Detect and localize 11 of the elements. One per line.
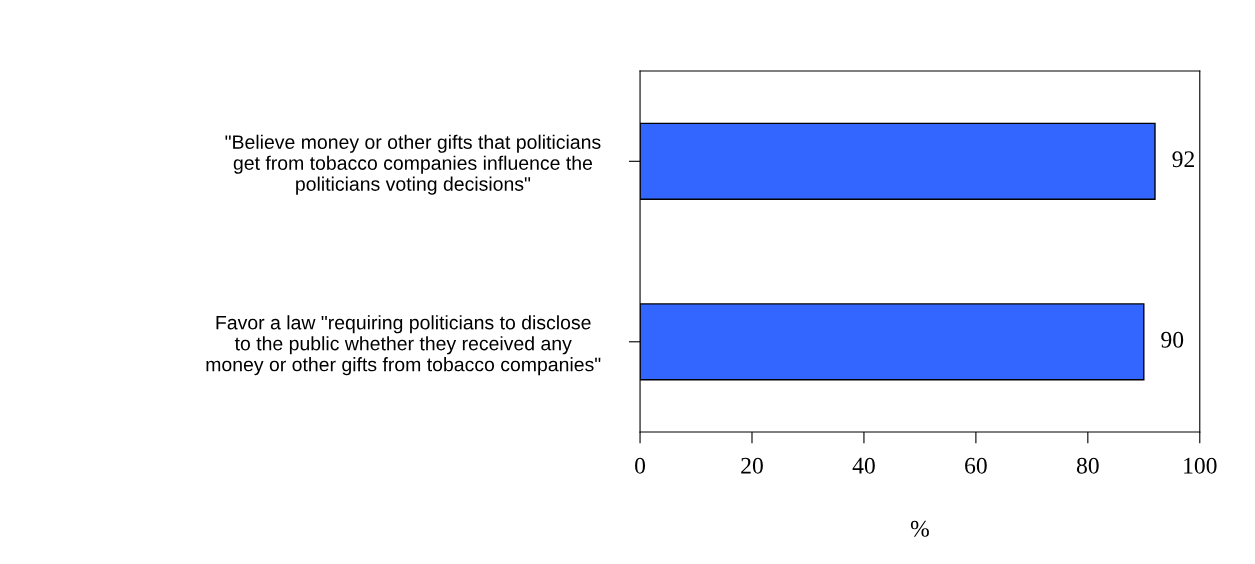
x-tick-label: 40 (852, 457, 875, 474)
x-tick-label: 100 (1184, 457, 1217, 474)
x-tick-label: 20 (741, 457, 763, 474)
y-tick-label: Favor a law "requiring politicians to disclose to the public whether they received any money or other gifts from tobacco companies" (206, 315, 601, 376)
y-tick-label: "Believe money or other gifts that politicians get from tobacco companies influence the politicians voting decisions" (225, 134, 601, 195)
x-tick-label: 0 (635, 457, 646, 474)
data-label: 90 (1161, 331, 1184, 348)
x-tick-label: 60 (965, 457, 987, 474)
data-label: 92 (1172, 151, 1194, 168)
x-axis-title: % (910, 520, 929, 537)
x-tick-label: 80 (1076, 457, 1099, 474)
